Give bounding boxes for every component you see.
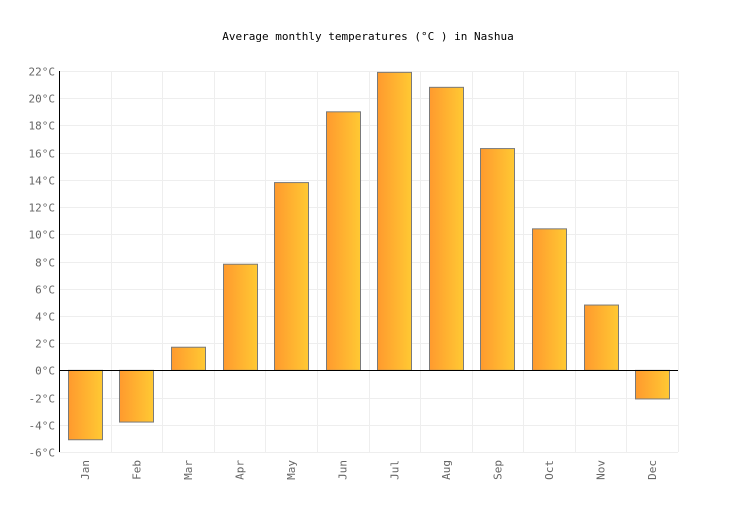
y-tick-label: 22°C <box>29 66 56 79</box>
axes <box>59 71 678 452</box>
bar-nov <box>584 304 619 371</box>
bar-jul <box>377 71 412 371</box>
y-tick-label: 6°C <box>35 284 55 297</box>
bar-oct <box>532 228 567 371</box>
y-tick-label: 12°C <box>29 202 56 215</box>
bar-jun <box>326 111 361 371</box>
y-tick-label: 10°C <box>29 229 56 242</box>
y-tick-label: 4°C <box>35 311 55 324</box>
y-tick-label: 18°C <box>29 120 56 133</box>
y-tick-label: -2°C <box>29 393 56 406</box>
y-tick-label: 2°C <box>35 338 55 351</box>
bar-sep <box>480 148 515 371</box>
y-tick-label: 20°C <box>29 93 56 106</box>
x-tick-label: Mar <box>182 460 195 480</box>
y-tick-label: -4°C <box>29 420 56 433</box>
x-tick-label: May <box>285 460 298 480</box>
bars <box>68 71 670 441</box>
x-tick-label: Feb <box>130 460 143 480</box>
bar-feb <box>119 369 154 423</box>
x-tick-label: Nov <box>595 460 608 480</box>
y-tick-label: -6°C <box>29 447 56 460</box>
x-tick-labels: Jan Feb Mar Apr May Jun Jul Aug Sep Oct Nov Dec <box>79 460 659 480</box>
x-tick-label: Jun <box>337 460 350 480</box>
bar-jan <box>68 369 103 441</box>
x-tick-label: Dec <box>646 460 659 480</box>
y-tick-label: 0°C <box>35 365 55 378</box>
x-tick-label: Jul <box>388 460 401 480</box>
x-tick-label: Aug <box>440 460 453 480</box>
grid <box>59 71 679 453</box>
bar-may <box>274 182 309 371</box>
y-tick-label: 8°C <box>35 257 55 270</box>
x-tick-label: Jan <box>79 460 92 480</box>
y-tick-label: 14°C <box>29 175 56 188</box>
bar-dec <box>635 369 670 400</box>
x-tick-label: Apr <box>234 460 247 480</box>
x-tick-label: Oct <box>543 460 556 480</box>
y-tick-label: 16°C <box>29 148 56 161</box>
x-tick-label: Sep <box>491 460 504 480</box>
bar-apr <box>223 263 258 371</box>
chart-title: Average monthly temperatures (°C ) in Na… <box>222 30 513 43</box>
bar-aug <box>429 86 464 371</box>
bar-mar <box>171 346 206 371</box>
y-tick-labels: -6°C -4°C -2°C 0°C 2°C 4°C 6°C 8°C 10°C 12°C 14°C 1… <box>29 66 56 460</box>
